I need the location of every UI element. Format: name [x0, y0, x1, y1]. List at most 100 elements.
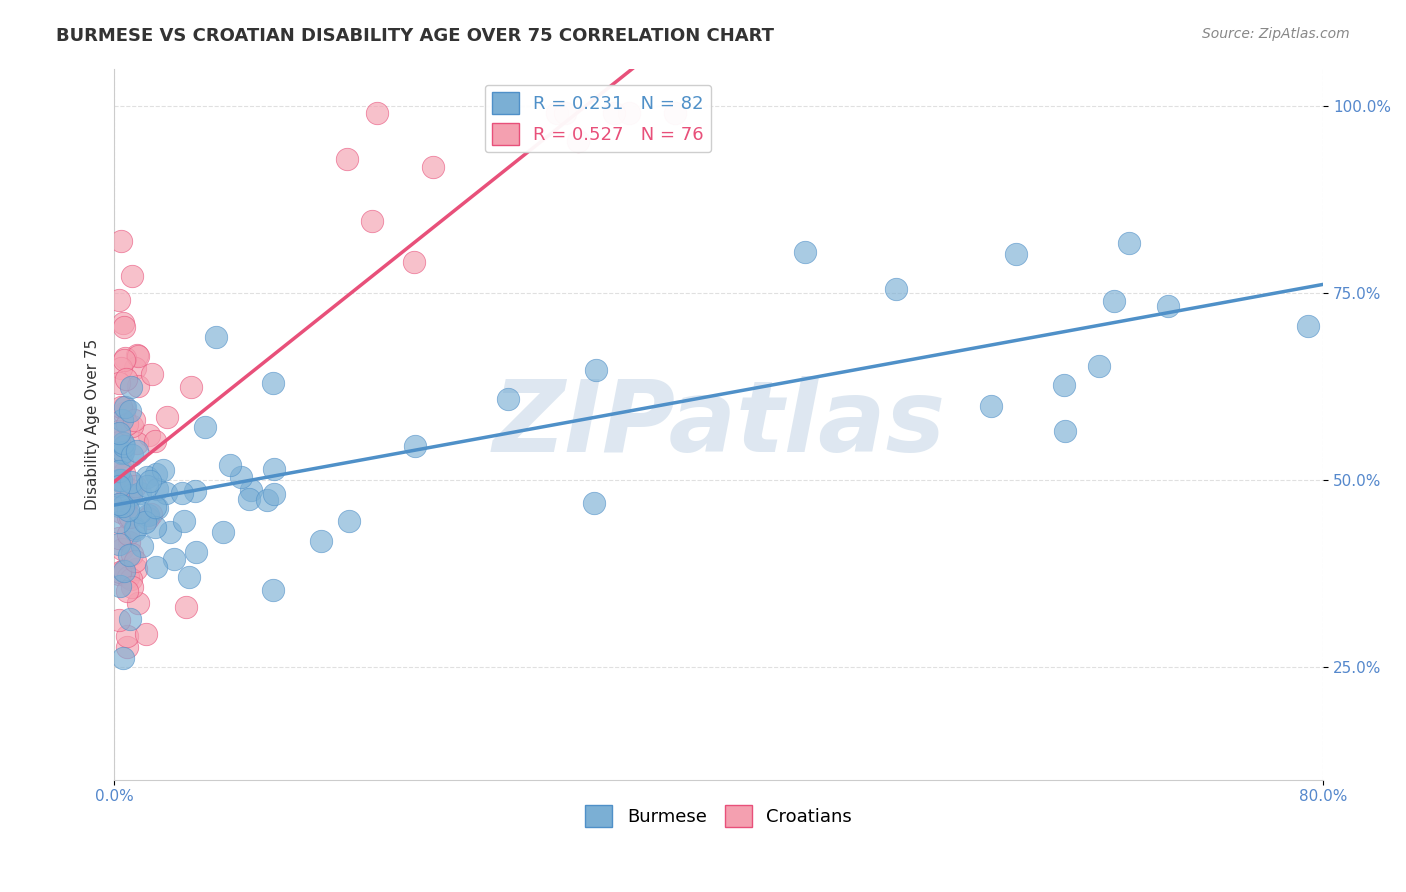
Point: [567, 134, 589, 148]
Point: [174, 600, 197, 615]
Point: [125, 561, 148, 575]
Point: [1088, 359, 1111, 373]
Point: [112, 401, 135, 415]
Point: [125, 444, 148, 458]
Point: [111, 456, 134, 470]
Point: [117, 570, 139, 584]
Y-axis label: Disability Age Over 75: Disability Age Over 75: [86, 338, 100, 509]
Point: [110, 450, 132, 464]
Point: [112, 467, 135, 481]
Point: [184, 483, 207, 498]
Point: [111, 436, 134, 450]
Point: [143, 520, 166, 534]
Point: [120, 488, 142, 502]
Point: [120, 380, 142, 394]
Point: [107, 426, 129, 441]
Point: [107, 435, 129, 450]
Point: [135, 470, 157, 484]
Point: [194, 419, 217, 434]
Point: [117, 526, 139, 541]
Point: [177, 570, 200, 584]
Point: [115, 499, 138, 513]
Point: [127, 596, 149, 610]
Point: [108, 579, 131, 593]
Point: [1157, 299, 1180, 313]
Text: Source: ZipAtlas.com: Source: ZipAtlas.com: [1202, 27, 1350, 41]
Point: [120, 509, 142, 524]
Point: [619, 106, 641, 120]
Point: [404, 255, 426, 269]
Point: [121, 580, 143, 594]
Point: [1102, 293, 1125, 308]
Point: [231, 470, 253, 484]
Point: [117, 510, 139, 524]
Point: [115, 640, 138, 654]
Point: [121, 448, 143, 462]
Point: [262, 376, 284, 390]
Point: [115, 371, 138, 385]
Point: [155, 410, 177, 425]
Point: [114, 400, 136, 414]
Point: [122, 413, 145, 427]
Point: [117, 584, 139, 599]
Point: [107, 293, 129, 308]
Point: [107, 531, 129, 545]
Point: [120, 475, 142, 489]
Point: [107, 516, 129, 530]
Point: [980, 399, 1002, 413]
Point: [145, 560, 167, 574]
Point: [793, 244, 815, 259]
Point: [583, 496, 606, 510]
Point: [138, 427, 160, 442]
Point: [146, 501, 169, 516]
Point: [124, 479, 146, 493]
Point: [256, 492, 278, 507]
Point: [115, 629, 138, 643]
Point: [115, 417, 138, 431]
Point: [554, 106, 576, 120]
Point: [108, 424, 131, 438]
Point: [128, 485, 150, 500]
Point: [1054, 424, 1077, 438]
Point: [121, 419, 143, 434]
Point: [112, 352, 135, 367]
Point: [339, 514, 361, 528]
Point: [336, 152, 359, 166]
Point: [127, 379, 149, 393]
Point: [1053, 378, 1076, 392]
Point: [1298, 318, 1320, 333]
Point: [238, 491, 260, 506]
Point: [136, 511, 159, 525]
Point: [108, 479, 131, 493]
Point: [110, 400, 132, 414]
Point: [114, 498, 136, 512]
Point: [107, 464, 129, 478]
Point: [180, 379, 202, 393]
Point: [114, 351, 136, 365]
Point: [135, 627, 157, 641]
Point: [205, 330, 228, 344]
Text: BURMESE VS CROATIAN DISABILITY AGE OVER 75 CORRELATION CHART: BURMESE VS CROATIAN DISABILITY AGE OVER …: [56, 27, 775, 45]
Point: [117, 548, 139, 562]
Point: [124, 521, 146, 535]
Point: [262, 583, 284, 598]
Point: [108, 427, 131, 442]
Point: [111, 445, 134, 459]
Point: [127, 349, 149, 363]
Point: [163, 551, 186, 566]
Point: [134, 516, 156, 530]
Point: [173, 514, 195, 528]
Point: [112, 320, 135, 334]
Point: [404, 439, 426, 453]
Point: [139, 507, 162, 521]
Point: [585, 363, 607, 377]
Point: [112, 316, 135, 330]
Point: [145, 467, 167, 481]
Point: [263, 462, 285, 476]
Point: [239, 483, 262, 497]
Point: [159, 524, 181, 539]
Point: [184, 545, 207, 559]
Point: [112, 439, 135, 453]
Point: [110, 234, 132, 248]
Point: [1005, 246, 1028, 260]
